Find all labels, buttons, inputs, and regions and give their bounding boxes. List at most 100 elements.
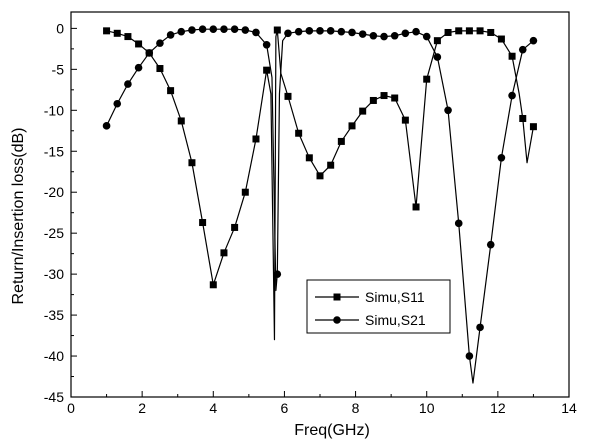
data-point-circle (145, 49, 154, 57)
data-point-circle (156, 39, 164, 47)
data-point-square (199, 219, 207, 227)
data-point-circle (337, 27, 346, 36)
data-point-square (316, 172, 324, 180)
x-tick-label: 2 (138, 400, 146, 416)
data-point-square (369, 96, 377, 104)
data-point-circle (518, 45, 527, 54)
data-point-square (401, 116, 409, 124)
data-point-square (337, 137, 345, 145)
data-point-circle (198, 25, 207, 34)
y-tick-label: -20 (44, 184, 64, 200)
data-point-circle (209, 25, 218, 34)
data-point-square (380, 92, 388, 100)
data-point-circle (369, 31, 378, 40)
data-point-circle (401, 29, 410, 38)
data-point-square (252, 135, 260, 143)
data-point-square (263, 66, 271, 74)
series-line (106, 28, 534, 384)
y-axis-title: Return/Insertion loss(dB) (10, 128, 27, 305)
data-point-square (497, 35, 505, 43)
data-point-square (188, 159, 196, 167)
x-tick-label: 12 (490, 400, 506, 416)
data-point-square (465, 27, 473, 35)
legend-item-s11: Simu,S11 (315, 289, 425, 305)
y-tick-label: -5 (52, 61, 65, 77)
data-point-square (444, 28, 452, 36)
data-point-square (359, 107, 367, 115)
data-point-square (423, 75, 431, 83)
legend-item-s21: Simu,S21 (315, 312, 426, 328)
legend-label-s21: Simu,S21 (365, 312, 426, 328)
data-point-circle (294, 27, 303, 36)
data-point-square (103, 27, 111, 35)
x-tick-label: 14 (561, 400, 577, 416)
data-point-square (124, 33, 132, 41)
data-point-square (135, 40, 143, 48)
y-tick-label: -40 (44, 348, 64, 364)
y-tick-label: -45 (44, 389, 64, 405)
data-point-square (220, 249, 228, 257)
data-point-circle (220, 25, 228, 34)
data-point-circle (412, 27, 420, 36)
data-point-square (433, 37, 441, 45)
x-tick-label: 10 (419, 400, 435, 416)
data-point-square (167, 87, 175, 95)
series-s21 (102, 25, 538, 384)
data-point-circle (390, 31, 399, 40)
y-axis-title-group: Return/Insertion loss(dB) (10, 128, 27, 305)
data-point-square (156, 65, 164, 73)
legend-box (306, 279, 451, 334)
data-point-circle (177, 27, 186, 36)
data-point-square (113, 29, 121, 37)
data-point-circle (284, 29, 292, 38)
data-point-square (476, 27, 484, 35)
data-point-circle (508, 91, 516, 100)
data-point-circle (422, 32, 431, 41)
y-tick-label: -35 (44, 307, 64, 323)
data-point-circle (444, 106, 452, 115)
data-point-square (487, 28, 495, 36)
data-point-square (209, 281, 217, 289)
data-point-square (284, 92, 292, 100)
data-point-circle (262, 40, 271, 49)
data-point-circle (230, 25, 239, 34)
x-tick-label: 4 (209, 400, 217, 416)
y-tick-label: -30 (44, 266, 64, 282)
data-point-square (273, 26, 281, 34)
data-point-circle (134, 63, 143, 72)
y-tick-label: -25 (44, 225, 64, 241)
y-tick-label: -10 (44, 102, 64, 118)
plot-area-frame (70, 11, 570, 398)
data-point-circle (305, 27, 314, 35)
data-point-circle (316, 27, 324, 35)
data-point-square (231, 223, 239, 231)
legend: Simu,S11 Simu,S21 (306, 279, 451, 334)
data-point-circle (454, 219, 463, 228)
data-point-circle (252, 28, 260, 37)
x-tick-label: 6 (281, 400, 289, 416)
data-point-square (455, 27, 463, 35)
data-point-square (391, 94, 399, 102)
data-point-circle (102, 122, 111, 130)
data-point-square (305, 154, 313, 162)
data-point-square (529, 123, 537, 131)
series-layer (102, 25, 538, 384)
data-point-square (177, 117, 185, 125)
legend-label-s11: Simu,S11 (365, 289, 425, 305)
data-point-circle (465, 352, 474, 360)
data-point-square (295, 129, 303, 137)
tick-layer: 0 2 4 6 8 10 12 14 0 -5 -10 -15 -20 -25 -30 -35 -40 -45 (44, 20, 577, 416)
data-point-square (508, 52, 516, 60)
y-tick-label: -15 (44, 143, 64, 159)
data-point-circle (124, 80, 132, 88)
data-point-circle (433, 53, 442, 61)
legend-marker-s21 (333, 316, 341, 324)
data-point-square (348, 122, 356, 130)
data-point-circle (476, 323, 484, 332)
data-point-square (519, 114, 527, 122)
series-s11 (103, 26, 537, 341)
data-point-circle (380, 32, 388, 41)
data-point-circle (188, 26, 196, 34)
data-point-circle (497, 154, 506, 162)
